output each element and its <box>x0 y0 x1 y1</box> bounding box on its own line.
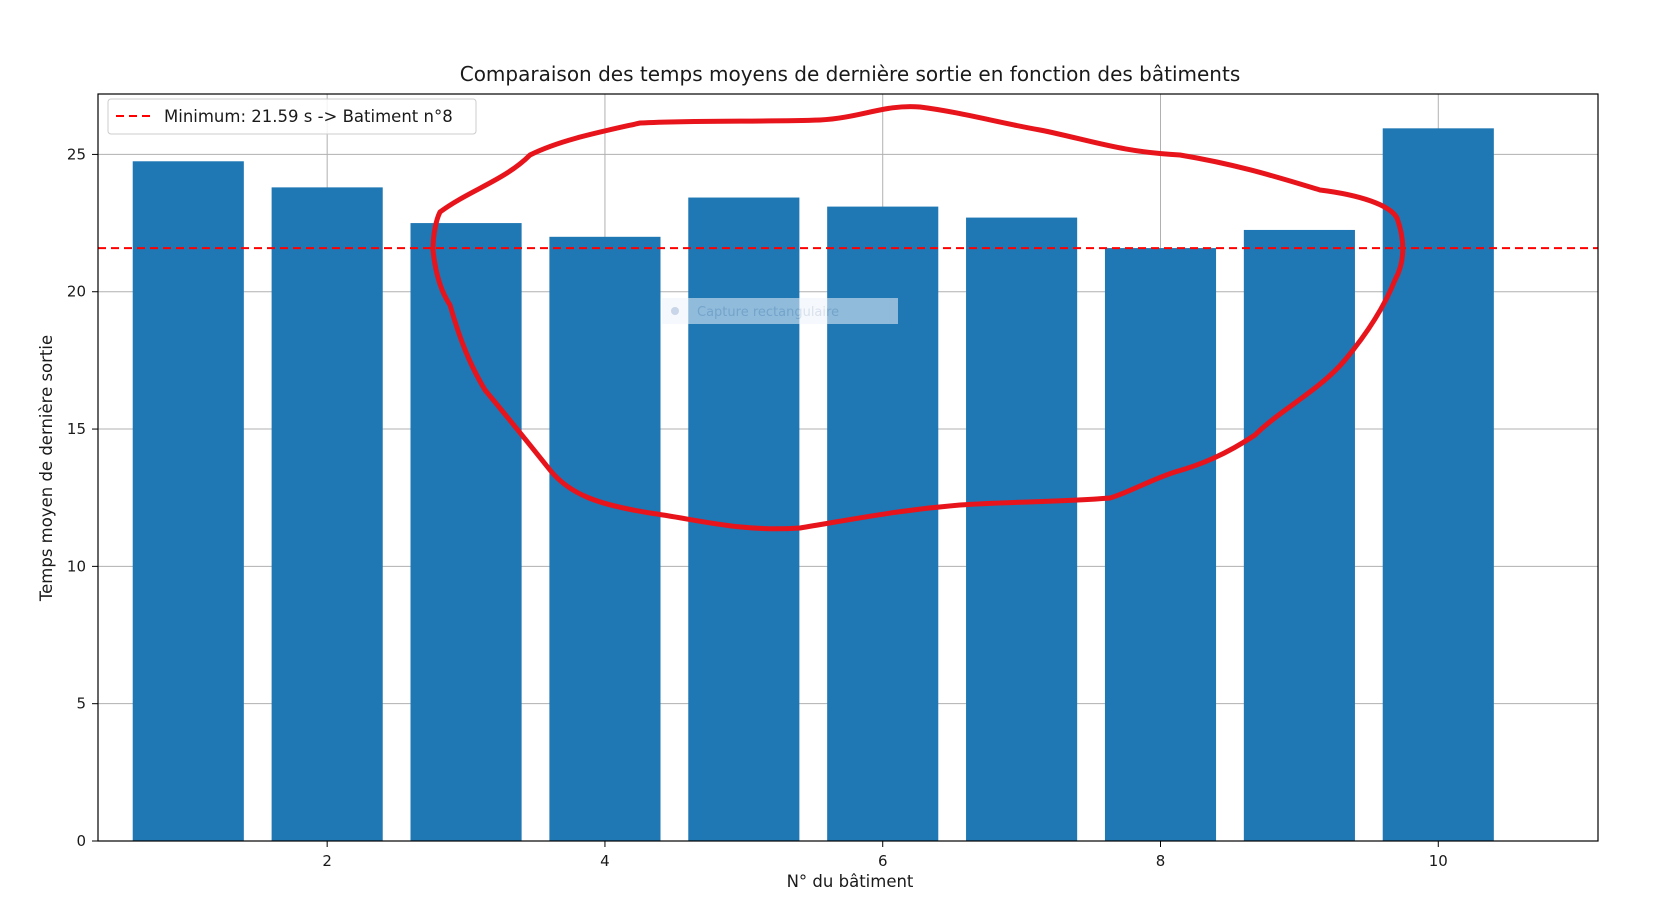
x-tick-label-10: 10 <box>1429 852 1448 870</box>
y-tick-label-15: 15 <box>67 420 86 438</box>
x-tick-label-4: 4 <box>600 852 610 870</box>
axis-ticks: 2 4 6 8 10 0 5 10 15 20 25 <box>67 145 1448 870</box>
capture-tooltip-overlay: Capture rectangulaire <box>662 298 898 324</box>
bar-batiment-4 <box>549 236 661 841</box>
plot-frame <box>97 93 1599 842</box>
bar-batiment-8 <box>1104 248 1217 842</box>
x-axis-label: N° du bâtiment <box>787 872 914 891</box>
legend: Minimum: 21.59 s -> Batiment n°8 <box>107 98 477 135</box>
hand-drawn-annotation-circle <box>430 104 1406 532</box>
y-tick-label-25: 25 <box>67 145 86 163</box>
y-tick-label-10: 10 <box>67 557 86 575</box>
y-tick-label-5: 5 <box>76 695 86 713</box>
legend-box <box>107 98 477 135</box>
bar-batiment-7 <box>966 217 1078 841</box>
y-tick-label-0: 0 <box>76 832 86 850</box>
tooltip-dot-icon <box>671 307 679 315</box>
legend-entry-minimum: Minimum: 21.59 s -> Batiment n°8 <box>164 107 453 126</box>
bar-batiment-5 <box>688 197 800 842</box>
bar-batiment-3 <box>410 223 522 841</box>
chart-title: Comparaison des temps moyens de dernière… <box>460 62 1241 86</box>
bar-batiment-9 <box>1243 229 1355 842</box>
y-tick-label-20: 20 <box>67 283 86 301</box>
bar-batiment-2 <box>271 187 383 841</box>
x-tick-label-2: 2 <box>322 852 332 870</box>
tooltip-background <box>662 298 898 324</box>
bars <box>132 128 1494 842</box>
bar-batiment-1 <box>132 161 244 842</box>
x-tick-label-8: 8 <box>1156 852 1166 870</box>
x-tick-label-6: 6 <box>878 852 888 870</box>
y-axis-label: Temps moyen de dernière sortie <box>37 335 56 602</box>
tooltip-text: Capture rectangulaire <box>697 305 839 320</box>
